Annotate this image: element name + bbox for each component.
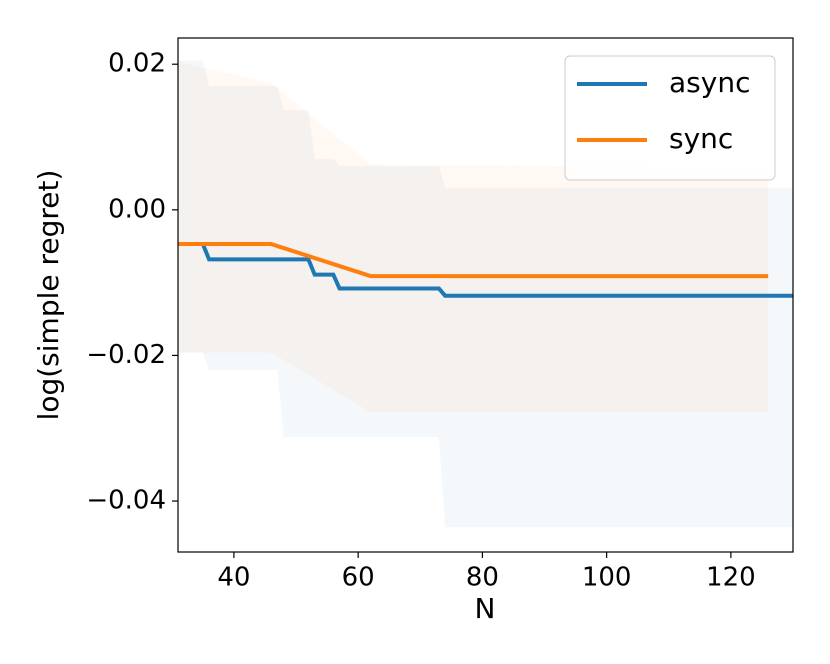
x-tick-label: 40 [217,563,250,593]
legend-label: sync [669,122,733,155]
line [178,242,769,279]
x-tick-label: 80 [466,563,499,593]
y-tick-label: −0.02 [86,340,166,370]
x-tick-label: 60 [342,563,375,593]
y-axis-label: log(simple regret) [32,170,65,421]
legend-box [564,55,776,181]
legend-label: async [669,66,750,99]
y-tick-label: 0.00 [108,194,166,224]
x-tick-label: 120 [706,563,756,593]
plot-frame [177,37,794,553]
y-tick-label: 0.02 [108,49,166,79]
plot [178,60,793,528]
x-tick-label: 100 [582,563,632,593]
line [178,242,793,298]
band [178,62,769,413]
y-tick-label: −0.04 [86,486,166,516]
x-axis-label: N [475,592,496,625]
